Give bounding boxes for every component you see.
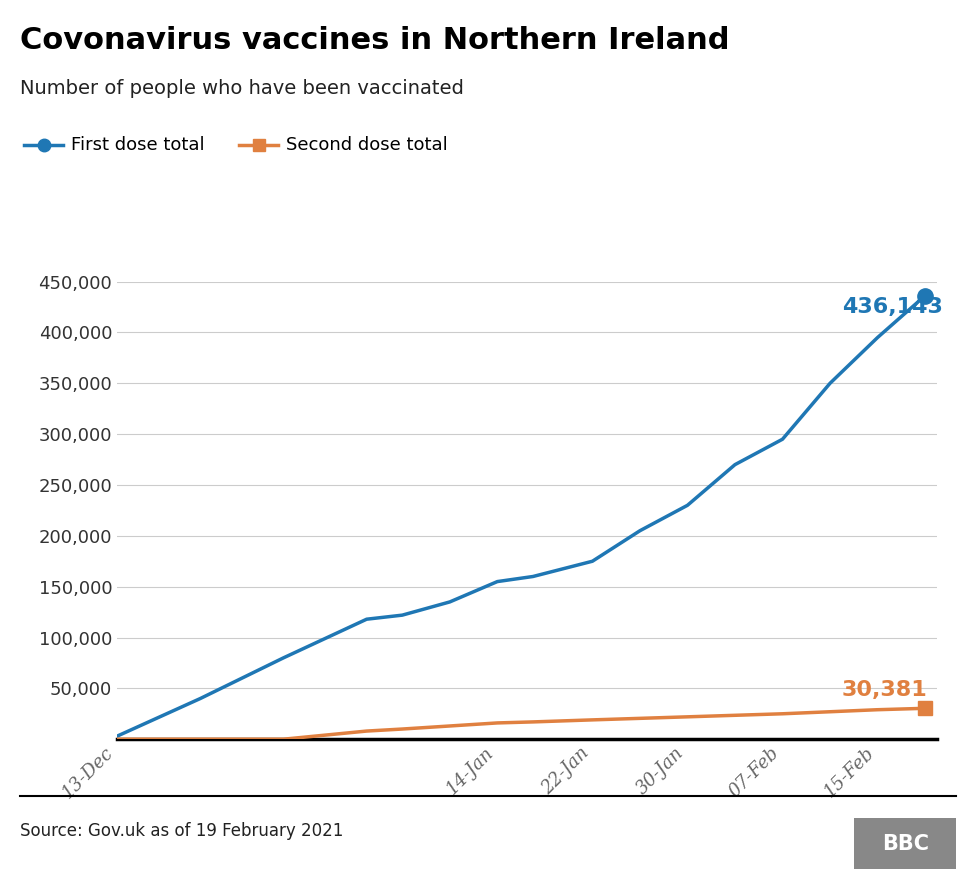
Text: Second dose total: Second dose total: [286, 136, 448, 154]
Text: 436,143: 436,143: [842, 297, 943, 317]
Text: First dose total: First dose total: [71, 136, 205, 154]
Text: 30,381: 30,381: [842, 680, 927, 700]
Text: BBC: BBC: [881, 834, 929, 854]
Text: Covonavirus vaccines in Northern Ireland: Covonavirus vaccines in Northern Ireland: [20, 26, 729, 55]
Text: Number of people who have been vaccinated: Number of people who have been vaccinate…: [20, 79, 464, 99]
Text: Source: Gov.uk as of 19 February 2021: Source: Gov.uk as of 19 February 2021: [20, 823, 343, 840]
